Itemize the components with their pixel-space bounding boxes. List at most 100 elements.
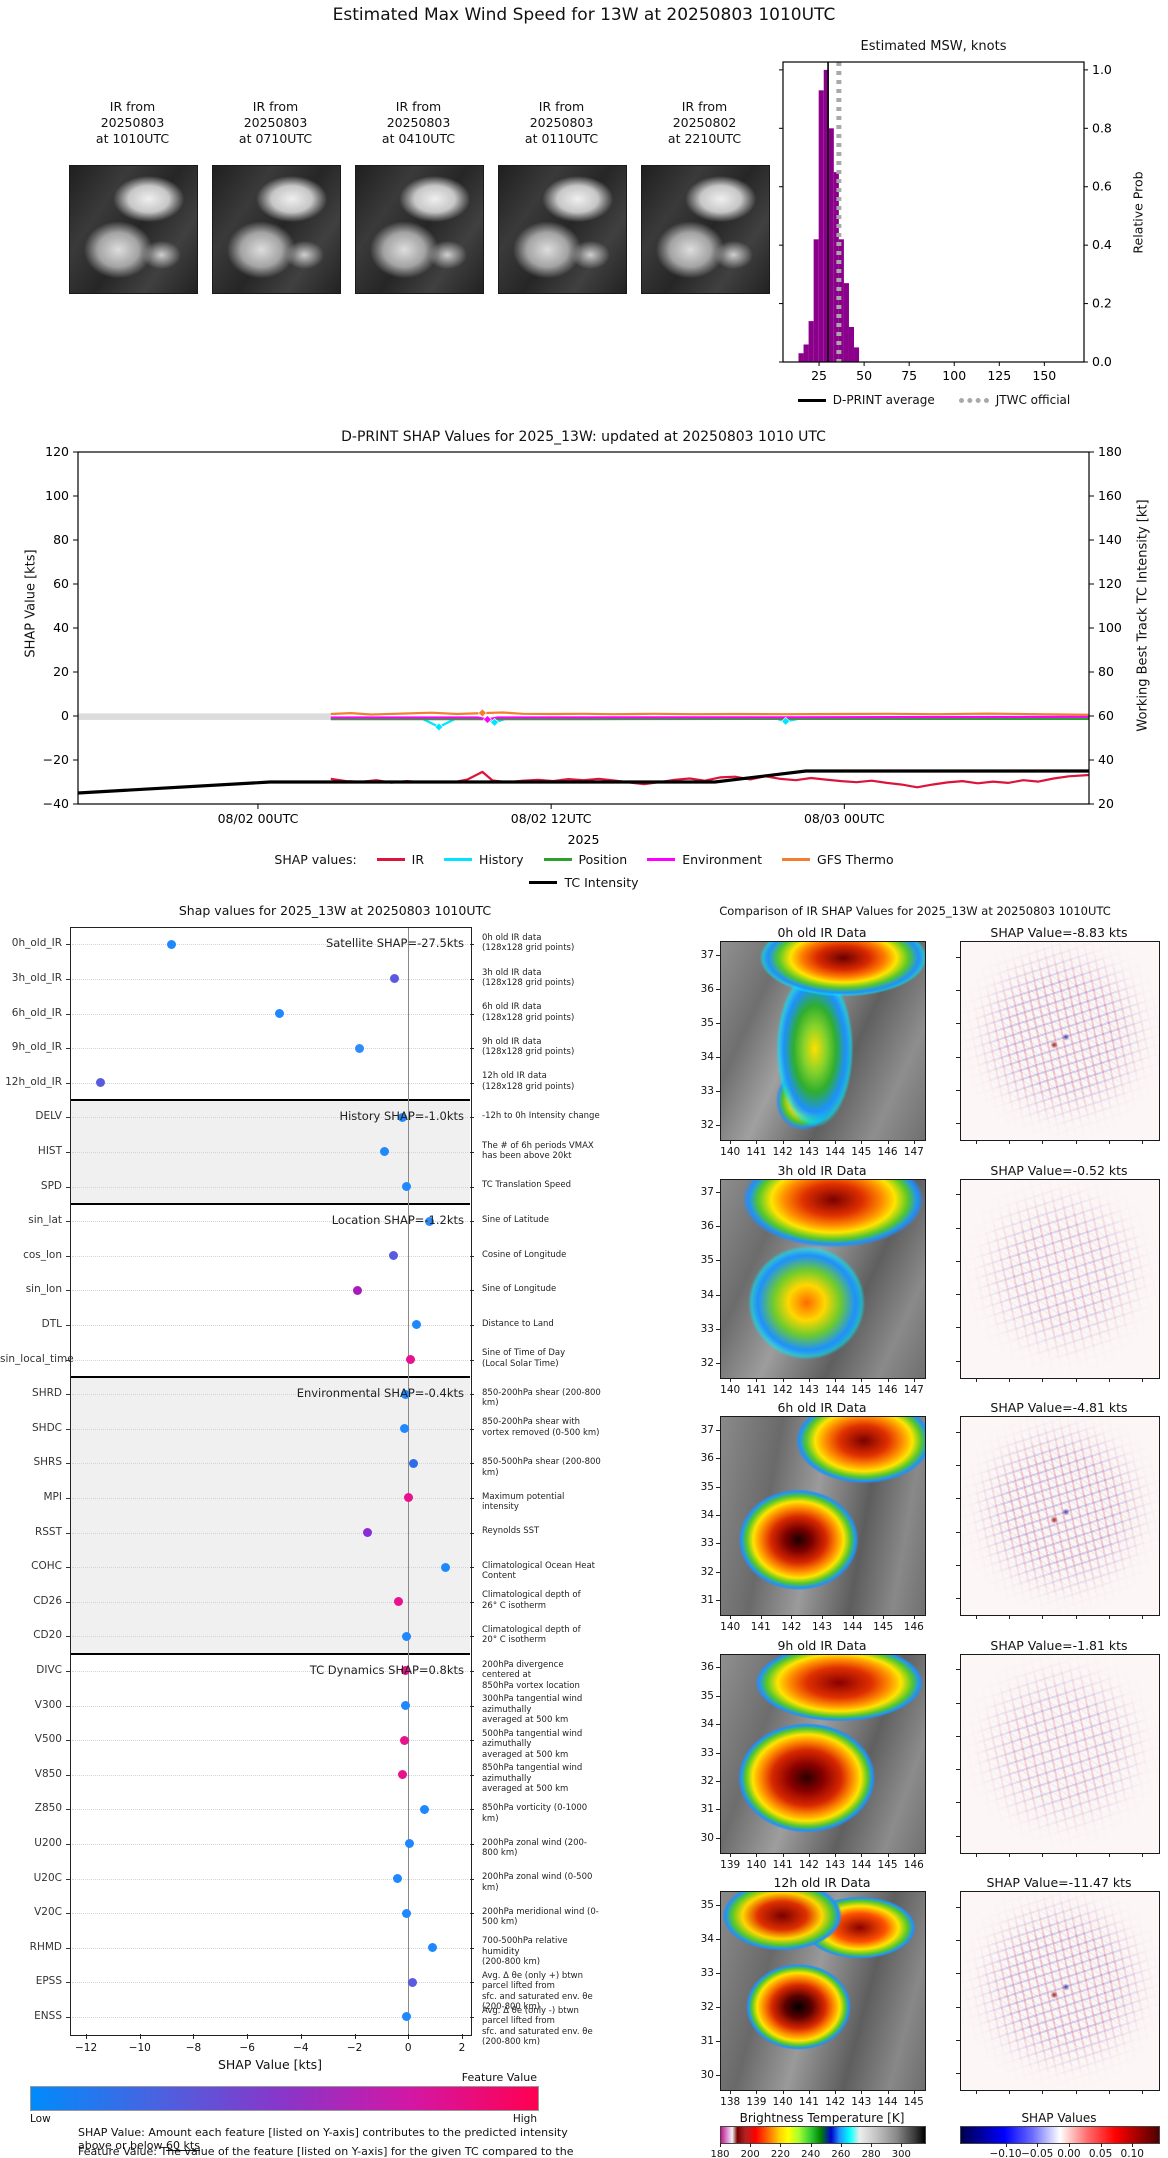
- ir-thumbnail-image: [69, 165, 198, 294]
- map-x-tick-mark: [883, 1615, 885, 1619]
- feature-description: Cosine of Longitude: [482, 1249, 567, 1260]
- feature-description: 850-200hPa shear with vortex removed (0-…: [482, 1417, 600, 1438]
- dotplot-frame: [70, 927, 472, 2037]
- feature-gridline: [72, 1394, 468, 1396]
- shap-map-tick-mark: [1075, 2090, 1077, 2094]
- left-tick-mark: [66, 1878, 70, 1880]
- series-marker: [434, 722, 444, 732]
- right-tick-mark: [470, 1428, 474, 1430]
- left-tick-label: 60: [53, 576, 69, 591]
- right-tick-mark: [470, 1740, 474, 1742]
- map-y-tick-label: 34: [700, 1288, 714, 1301]
- shap-map-tick-mark: [1009, 2090, 1011, 2094]
- histogram-bar: [838, 239, 844, 362]
- feature-description: 200hPa zonal wind (200-800 km): [482, 1837, 587, 1859]
- shap-dot: [403, 1493, 413, 1503]
- legend-item-jtwc: JTWC official: [958, 393, 1070, 407]
- footnote-shap-value-underline: 60 kts: [166, 2139, 200, 2152]
- feature-description: Sine of Time of Day (Local Solar Time): [482, 1348, 566, 1369]
- map-x-tick-label: 141: [746, 1383, 767, 1396]
- y-tick-label: 0.2: [1092, 296, 1112, 311]
- right-tick-mark: [470, 2016, 474, 2018]
- shap-colorbar-tick-label: 0.00: [1057, 2148, 1081, 2158]
- shap-dot: [401, 1389, 411, 1399]
- feature-gridline: [72, 1878, 468, 1880]
- shap-map-title: SHAP Value=-11.47 kts: [986, 1875, 1132, 1890]
- feature-description: 700-500hPa relative humidity (200-800 km…: [482, 1936, 568, 1968]
- ir-thumbnail-image: [498, 165, 627, 294]
- left-tick-mark: [66, 1151, 70, 1153]
- map-y-tick-mark: [716, 1260, 720, 1262]
- map-x-tick-label: 145: [851, 1383, 872, 1396]
- map-y-tick-label: 31: [700, 1803, 714, 1816]
- map-x-tick-mark: [808, 1140, 810, 1144]
- shap-dot: [166, 939, 176, 949]
- map-y-tick-label: 36: [700, 1452, 714, 1465]
- feature-tick-label: V20C: [34, 1906, 62, 1919]
- ir-thumbnail-image: [212, 165, 341, 294]
- timeseries-title: D-PRINT SHAP Values for 2025_13W: update…: [341, 429, 826, 445]
- feature-tick-label: 12h_old_IR: [5, 1075, 62, 1088]
- feature-gridline: [72, 1809, 468, 1811]
- left-tick-mark: [66, 1913, 70, 1915]
- shap-dot: [419, 1804, 429, 1814]
- map-x-tick-label: 141: [772, 1858, 793, 1871]
- left-tick-mark: [66, 1532, 70, 1534]
- map-y-tick-mark: [716, 1752, 720, 1754]
- map-x-tick-mark: [913, 1615, 915, 1619]
- feature-description: 500hPa tangential wind azimuthally avera…: [482, 1728, 583, 1760]
- map-y-tick-label: 32: [700, 1774, 714, 1787]
- map-y-tick-label: 32: [700, 1356, 714, 1369]
- left-tick-label: 0: [61, 708, 69, 723]
- colorbar-low-label: Low: [30, 2113, 51, 2125]
- shap-dot: [409, 1458, 419, 1468]
- map-y-tick-label: 31: [700, 2035, 714, 2048]
- map-y-tick-mark: [716, 1938, 720, 1940]
- map-y-tick-mark: [716, 2075, 720, 2077]
- feature-tick-label: U20C: [33, 1871, 62, 1884]
- map-x-tick-mark: [730, 1615, 732, 1619]
- shap-map-tick-mark: [956, 1498, 960, 1500]
- map-x-tick-label: 142: [781, 1621, 802, 1633]
- map-x-tick-label: 145: [873, 1621, 894, 1633]
- feature-description: Distance to Land: [482, 1318, 554, 1329]
- x-tick-mark: [247, 2034, 249, 2040]
- right-tick-label: 40: [1098, 752, 1114, 767]
- feature-gridline: [72, 1601, 468, 1603]
- series-ir: [330, 770, 1090, 789]
- map-x-tick-mark: [913, 1377, 915, 1382]
- feature-gridline: [72, 1290, 468, 1292]
- feature-tick-label: 6h_old_IR: [11, 1006, 62, 1019]
- shap-map-tick-mark: [956, 1194, 960, 1196]
- shap-dot: [274, 1009, 284, 1018]
- map-y-tick-label: 33: [700, 1085, 714, 1098]
- x-tick-mark: [193, 2034, 195, 2040]
- bt-colorbar-tick-mark: [840, 2143, 842, 2147]
- section-divider: [70, 1099, 470, 1101]
- right-tick-mark: [470, 1082, 474, 1084]
- shap-dot: [355, 1043, 365, 1053]
- ir-thumbnail-strip: IR from 20250803 at 1010UTC IR from 20250…: [0, 0, 1168, 300]
- ir-thumbnail-label: IR from 20250803 at 1010UTC: [95, 99, 170, 146]
- shap-dot: [407, 1977, 417, 1987]
- footnote-feature-value: Feature Value: The value of the feature …: [78, 2145, 574, 2158]
- ir-map-title: 12h old IR Data: [773, 1875, 871, 1890]
- map-y-tick-label: 30: [700, 1831, 714, 1844]
- feature-gridline: [72, 1359, 468, 1361]
- feature-gridline: [72, 1048, 468, 1050]
- shap-map-tick-mark: [1108, 1377, 1110, 1382]
- map-x-tick-mark: [913, 2090, 915, 2094]
- map-y-tick-mark: [716, 1022, 720, 1024]
- x-tick-label: −2: [346, 2042, 363, 2055]
- map-y-tick-label: 33: [700, 1537, 714, 1550]
- feature-description: Maximum potential intensity: [482, 1491, 565, 1513]
- map-y-tick-mark: [716, 954, 720, 956]
- feature-description: Reynolds SST: [482, 1526, 540, 1537]
- right-tick-label: 120: [1098, 576, 1122, 591]
- shap-dot: [399, 1735, 409, 1745]
- x-tick-label: −12: [75, 2042, 98, 2055]
- feature-gridline: [72, 1324, 468, 1326]
- map-x-tick-mark: [835, 2090, 837, 2094]
- bt-colorbar-tick-label: 200: [740, 2149, 760, 2158]
